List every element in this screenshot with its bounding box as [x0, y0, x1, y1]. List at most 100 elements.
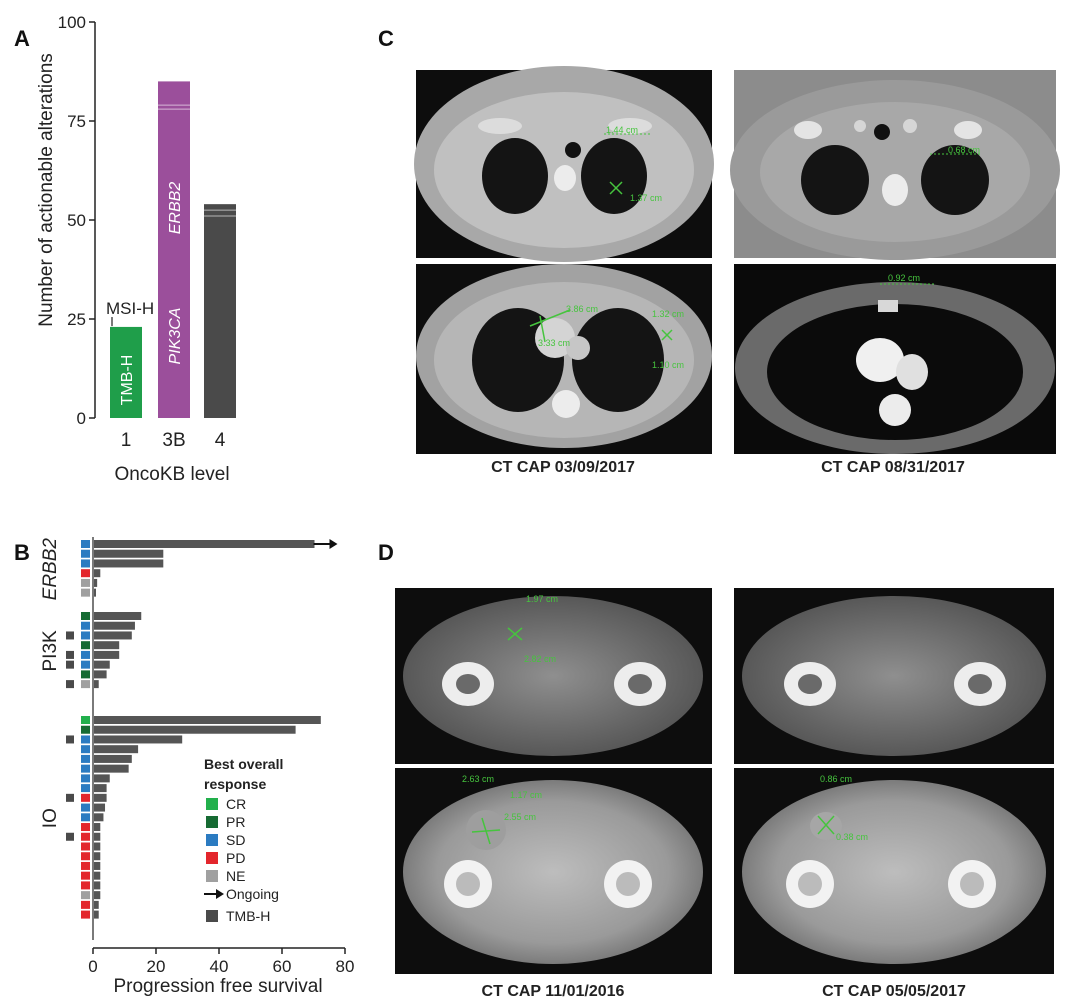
panel-b-rows — [66, 539, 338, 919]
b-legend-label: PD — [226, 850, 245, 866]
b-response-PD — [81, 852, 90, 861]
b-response-PR — [81, 612, 90, 620]
b-pfs-bar — [94, 612, 142, 620]
b-response-SD — [81, 660, 90, 669]
b-response-PD — [81, 793, 90, 802]
b-legend-swatch-CR — [206, 798, 218, 810]
panel-a-x-label: OncoKB level — [114, 464, 229, 485]
b-response-PD — [81, 842, 90, 851]
b-legend-arrowhead — [216, 889, 224, 899]
b-response-SD — [81, 621, 90, 630]
panel-b-letter: B — [14, 540, 30, 565]
b-pfs-bar — [94, 745, 139, 754]
b-pfs-bar — [94, 842, 101, 851]
b-response-SD — [81, 774, 90, 783]
b-pfs-bar — [94, 891, 101, 900]
d3-measure-1: 2.63 cm — [462, 774, 494, 784]
b-response-CR — [81, 716, 90, 724]
panel-d: D 1.97 cm 2.82 cm — [378, 540, 1054, 1000]
panel-b-group-labels: ERBB2 PI3K IO — [40, 538, 61, 829]
b-group-label-ERBB2: ERBB2 — [40, 538, 61, 601]
c-caption-left: CT CAP 03/09/2017 — [491, 459, 635, 476]
b-pfs-bar — [94, 852, 101, 861]
b-xtick-label: 40 — [210, 957, 229, 976]
b-response-PD — [81, 832, 90, 841]
ct-scan-d1: 1.97 cm 2.82 cm — [395, 588, 712, 764]
b-pfs-bar — [94, 680, 99, 689]
b-pfs-bar — [94, 578, 98, 587]
b-pfs-bar — [94, 569, 101, 578]
b-tmb-marker — [66, 832, 74, 841]
c-caption-right: CT CAP 08/31/2017 — [821, 459, 965, 476]
b-response-PD — [81, 910, 90, 919]
a-ytick-label: 100 — [58, 13, 86, 32]
b-group-label-IO: IO — [40, 808, 61, 828]
b-legend-label: SD — [226, 832, 245, 848]
d-caption-left: CT CAP 11/01/2016 — [482, 983, 625, 1000]
a-ytick-label: 75 — [67, 112, 86, 131]
b-pfs-bar — [94, 784, 107, 793]
panel-a-y-label: Number of actionable alterations — [36, 53, 57, 327]
b-pfs-bar — [94, 660, 110, 669]
d4-measure-2: 0.38 cm — [836, 832, 868, 842]
c3-measure-4: 1.10 cm — [652, 360, 684, 370]
panel-b-x-label: Progression free survival — [113, 976, 322, 997]
b-tmb-marker — [66, 735, 74, 744]
ct-scan-c3: 3.86 cm 3.33 cm 1.32 cm 1.10 cm — [416, 264, 712, 454]
b-legend-label: PR — [226, 814, 245, 830]
b-pfs-bar — [94, 881, 101, 890]
b-group-label-PI3K: PI3K — [40, 630, 61, 672]
b-pfs-bar — [94, 559, 164, 568]
b-pfs-bar — [94, 900, 99, 909]
b-pfs-bar — [94, 764, 129, 773]
b-legend-swatch-PD — [206, 852, 218, 864]
c3-measure-1: 3.86 cm — [566, 304, 598, 314]
b-xtick-label: 20 — [147, 957, 166, 976]
panel-c: C 1.44 cm 1.37 cm — [378, 26, 1060, 476]
panel-a: A 0 25 50 75 100 Number of actionable altera… — [14, 13, 236, 485]
b-legend-title-2: response — [204, 776, 266, 792]
b-response-SD — [81, 631, 90, 640]
b-pfs-bar — [94, 549, 164, 558]
c2-measure-1: 0.68 cm — [948, 145, 980, 155]
c1-measure-1: 1.44 cm — [606, 125, 638, 135]
panel-a-y-ticks: 0 25 50 75 100 — [58, 13, 95, 428]
b-xtick-label: 80 — [336, 957, 355, 976]
panel-a-bars: TMB-H PIK3CA ERBB2 MSI-H — [106, 81, 236, 419]
b-response-SD — [81, 735, 90, 744]
b-response-SD — [81, 784, 90, 793]
b-pfs-bar — [94, 774, 110, 783]
b-pfs-bar — [94, 910, 99, 919]
b-tmb-marker — [66, 793, 74, 802]
a-bar-label-pik3ca: PIK3CA — [167, 308, 184, 365]
a-bar-label-tmb: TMB-H — [119, 355, 136, 406]
ct-scan-c4: 0.92 cm — [734, 264, 1056, 454]
d3-measure-3: 2.55 cm — [504, 812, 536, 822]
d3-measure-2: 1.17 cm — [510, 790, 542, 800]
b-xtick-label: 60 — [273, 957, 292, 976]
c3-measure-3: 1.32 cm — [652, 309, 684, 319]
b-legend-label: TMB-H — [226, 908, 270, 924]
b-legend-swatch-SD — [206, 834, 218, 846]
d-caption-right: CT CAP 05/05/2017 — [822, 983, 966, 1000]
b-tmb-marker — [66, 650, 74, 659]
b-pfs-bar — [94, 650, 120, 659]
b-pfs-bar — [94, 725, 296, 734]
d1-measure-1: 1.97 cm — [526, 594, 558, 604]
b-pfs-bar — [94, 861, 101, 870]
b-response-SD — [81, 650, 90, 659]
c3-measure-2: 3.33 cm — [538, 338, 570, 348]
b-response-PR — [81, 641, 90, 650]
a-xtick-label: 4 — [215, 430, 226, 451]
b-pfs-bar — [94, 588, 96, 597]
b-pfs-bar — [94, 735, 183, 744]
b-pfs-bar — [94, 754, 132, 763]
a-bar-3B — [158, 81, 190, 419]
b-legend-label: Ongoing — [226, 886, 279, 902]
b-legend-swatch-TMB-H — [206, 910, 218, 922]
b-response-SD — [81, 559, 90, 568]
b-ongoing-arrowhead — [329, 539, 338, 549]
b-pfs-bar — [94, 803, 106, 812]
a-msi-h-label: MSI-H — [106, 299, 154, 318]
